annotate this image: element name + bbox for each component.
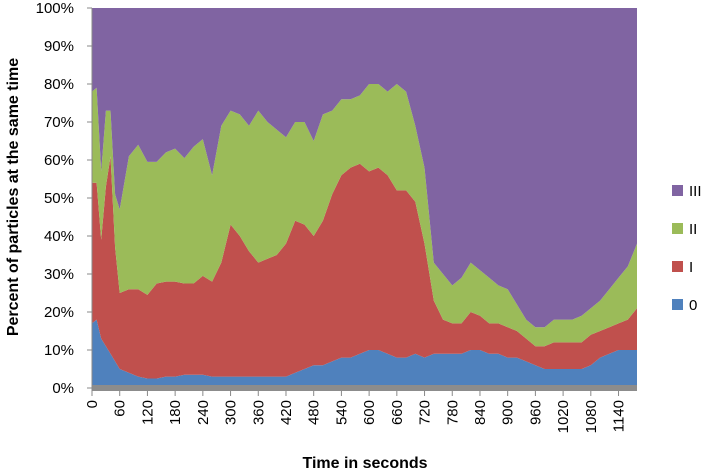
y-tick-label: 20% [44, 304, 74, 321]
x-tick-label: 1080 [583, 400, 600, 433]
legend-swatch-0 [672, 299, 683, 310]
x-tick-label: 780 [444, 400, 461, 425]
legend-label-I: I [689, 259, 693, 276]
x-tick-label: 840 [472, 400, 489, 425]
y-axis-ticks: 0% 10% 20% 30% 40% 50% 60% 70% 80% 90% 100% [36, 0, 93, 397]
legend-swatch-II [672, 223, 683, 234]
y-tick-label: 80% [44, 76, 74, 93]
y-tick-label: 30% [44, 266, 74, 283]
area-series-II [92, 84, 637, 347]
x-tick-label: 420 [278, 400, 295, 425]
x-tick-label: 0 [84, 400, 101, 408]
x-tick-label: 600 [361, 400, 378, 425]
legend-label-II: II [689, 221, 697, 238]
area-series-0 [92, 319, 637, 388]
x-tick-label: 240 [195, 400, 212, 425]
y-tick-label: 40% [44, 228, 74, 245]
y-axis-title: Percent of particles at the same time [5, 58, 22, 336]
y-tick-label: 10% [44, 342, 74, 359]
x-tick-label: 720 [417, 400, 434, 425]
legend-label-III: III [689, 183, 702, 200]
x-tick-label: 360 [250, 400, 267, 425]
area-series-III [92, 8, 637, 328]
x-tick-label: 480 [306, 400, 323, 425]
y-tick-label: 60% [44, 152, 74, 169]
plot-area [92, 8, 637, 391]
y-tick-label: 70% [44, 114, 74, 131]
x-axis-title: Time in seconds [302, 455, 427, 470]
x-axis-floor [92, 385, 637, 391]
x-tick-label: 120 [139, 400, 156, 425]
x-tick-label: 660 [389, 400, 406, 425]
x-tick-label: 180 [167, 400, 184, 425]
x-tick-label: 960 [527, 400, 544, 425]
legend-swatch-III [672, 185, 683, 196]
legend-label-0: 0 [689, 297, 697, 314]
x-tick-label: 900 [500, 400, 517, 425]
area-series-I [92, 156, 637, 379]
x-tick-label: 1140 [611, 400, 628, 432]
x-tick-label: 1020 [555, 400, 572, 433]
x-axis-ticks: 0 60 120 180 240 300 360 420 480 540 600 660 720 780 8… [84, 391, 628, 433]
y-tick-label: 50% [44, 190, 74, 207]
x-tick-label: 540 [333, 400, 350, 425]
y-tick-label: 90% [44, 38, 74, 55]
x-tick-label: 60 [112, 400, 129, 417]
y-tick-label: 0% [52, 380, 74, 397]
y-tick-label: 100% [36, 0, 74, 17]
legend-swatch-I [672, 261, 683, 272]
x-tick-label: 300 [223, 400, 240, 425]
